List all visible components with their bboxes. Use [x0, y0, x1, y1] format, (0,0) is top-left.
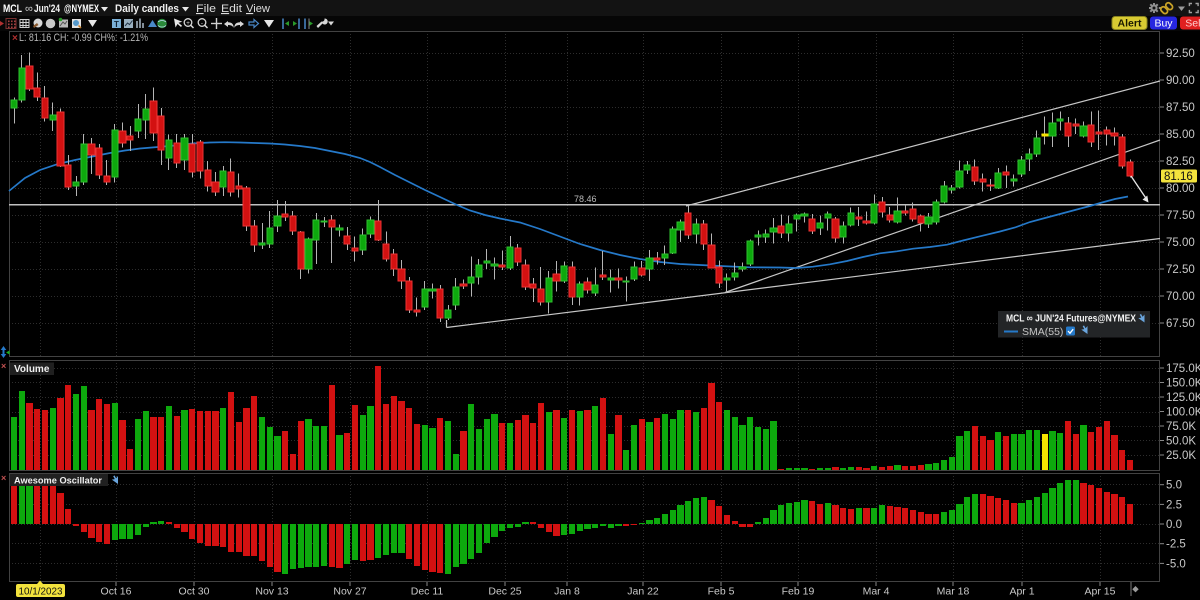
- svg-text:100.0K: 100.0K: [1166, 407, 1200, 419]
- svg-text:Oct 16: Oct 16: [101, 586, 132, 598]
- svg-text:Volume: Volume: [14, 364, 50, 375]
- svg-text:72.50: 72.50: [1166, 264, 1195, 276]
- svg-text:Jan 8: Jan 8: [554, 586, 580, 598]
- svg-text:MCL: MCL: [3, 3, 22, 15]
- svg-text:×: ×: [12, 33, 18, 44]
- svg-text:2.5: 2.5: [1166, 499, 1182, 511]
- svg-text:-5.0: -5.0: [1166, 558, 1186, 570]
- svg-text:78.46: 78.46: [574, 194, 597, 204]
- svg-text:-: -: [201, 20, 203, 27]
- svg-text:70.00: 70.00: [1166, 291, 1195, 303]
- svg-text:82.50: 82.50: [1166, 156, 1195, 168]
- svg-text:Alert: Alert: [1118, 18, 1142, 30]
- svg-text:-2.5: -2.5: [1166, 539, 1186, 551]
- svg-text:Dec 11: Dec 11: [411, 586, 444, 598]
- svg-text:50.0K: 50.0K: [1166, 436, 1196, 448]
- svg-text:∞: ∞: [25, 3, 33, 15]
- svg-text:MCL ∞ JUN'24 Futures@NYMEX: MCL ∞ JUN'24 Futures@NYMEX: [1006, 313, 1136, 325]
- svg-text:×: ×: [1, 361, 6, 371]
- svg-text:92.50: 92.50: [1166, 48, 1195, 60]
- svg-text:125.0K: 125.0K: [1166, 392, 1200, 404]
- svg-text:Nov 27: Nov 27: [333, 586, 366, 598]
- svg-text:Apr 1: Apr 1: [1009, 586, 1034, 598]
- svg-text:Apr 15: Apr 15: [1085, 586, 1116, 598]
- svg-text:67.50: 67.50: [1166, 318, 1195, 330]
- svg-text:Buy: Buy: [1154, 18, 1173, 30]
- svg-text:Feb 19: Feb 19: [782, 586, 815, 598]
- svg-text:81.16: 81.16: [1164, 171, 1193, 183]
- svg-text:77.50: 77.50: [1166, 210, 1195, 222]
- svg-text:Mar 18: Mar 18: [937, 586, 970, 598]
- svg-text:Sell: Sell: [1185, 18, 1200, 30]
- svg-text:Awesome Oscillator: Awesome Oscillator: [14, 476, 102, 487]
- svg-text:80.00: 80.00: [1166, 183, 1195, 195]
- svg-text:90.00: 90.00: [1166, 75, 1195, 87]
- svg-text:Dec 25: Dec 25: [488, 586, 521, 598]
- svg-text:87.50: 87.50: [1166, 102, 1195, 114]
- svg-text:@NYMEX: @NYMEX: [64, 3, 99, 15]
- svg-text:Daily candles: Daily candles: [115, 3, 179, 15]
- svg-text:10/1/2023: 10/1/2023: [19, 586, 63, 598]
- svg-text:File: File: [196, 3, 216, 15]
- svg-text:T: T: [114, 20, 119, 29]
- svg-text:Feb 5: Feb 5: [708, 586, 735, 598]
- svg-text:×: ×: [1, 473, 6, 483]
- svg-text:150.0K: 150.0K: [1166, 378, 1200, 390]
- svg-text:Jan 22: Jan 22: [627, 586, 659, 598]
- svg-text:Jun'24: Jun'24: [34, 3, 61, 15]
- svg-text:5.0: 5.0: [1166, 480, 1182, 492]
- svg-text:+: +: [186, 20, 190, 27]
- svg-text:75.00: 75.00: [1166, 237, 1195, 249]
- svg-text:85.00: 85.00: [1166, 129, 1195, 141]
- svg-text:Edit: Edit: [221, 3, 242, 15]
- svg-text:25.0K: 25.0K: [1166, 450, 1196, 462]
- svg-text:Oct 30: Oct 30: [179, 586, 210, 598]
- svg-text:L: 81.16 CH: -0.99 CH%: -1.21%: L: 81.16 CH: -0.99 CH%: -1.21%: [19, 32, 148, 44]
- svg-text:75.0K: 75.0K: [1166, 421, 1196, 433]
- svg-text:0.0: 0.0: [1166, 519, 1182, 531]
- svg-text:Nov 13: Nov 13: [255, 586, 288, 598]
- svg-text:SMA(55): SMA(55): [1022, 326, 1063, 338]
- svg-text:View: View: [246, 3, 270, 15]
- svg-text:175.0K: 175.0K: [1166, 363, 1200, 375]
- svg-text:Mar 4: Mar 4: [863, 586, 890, 598]
